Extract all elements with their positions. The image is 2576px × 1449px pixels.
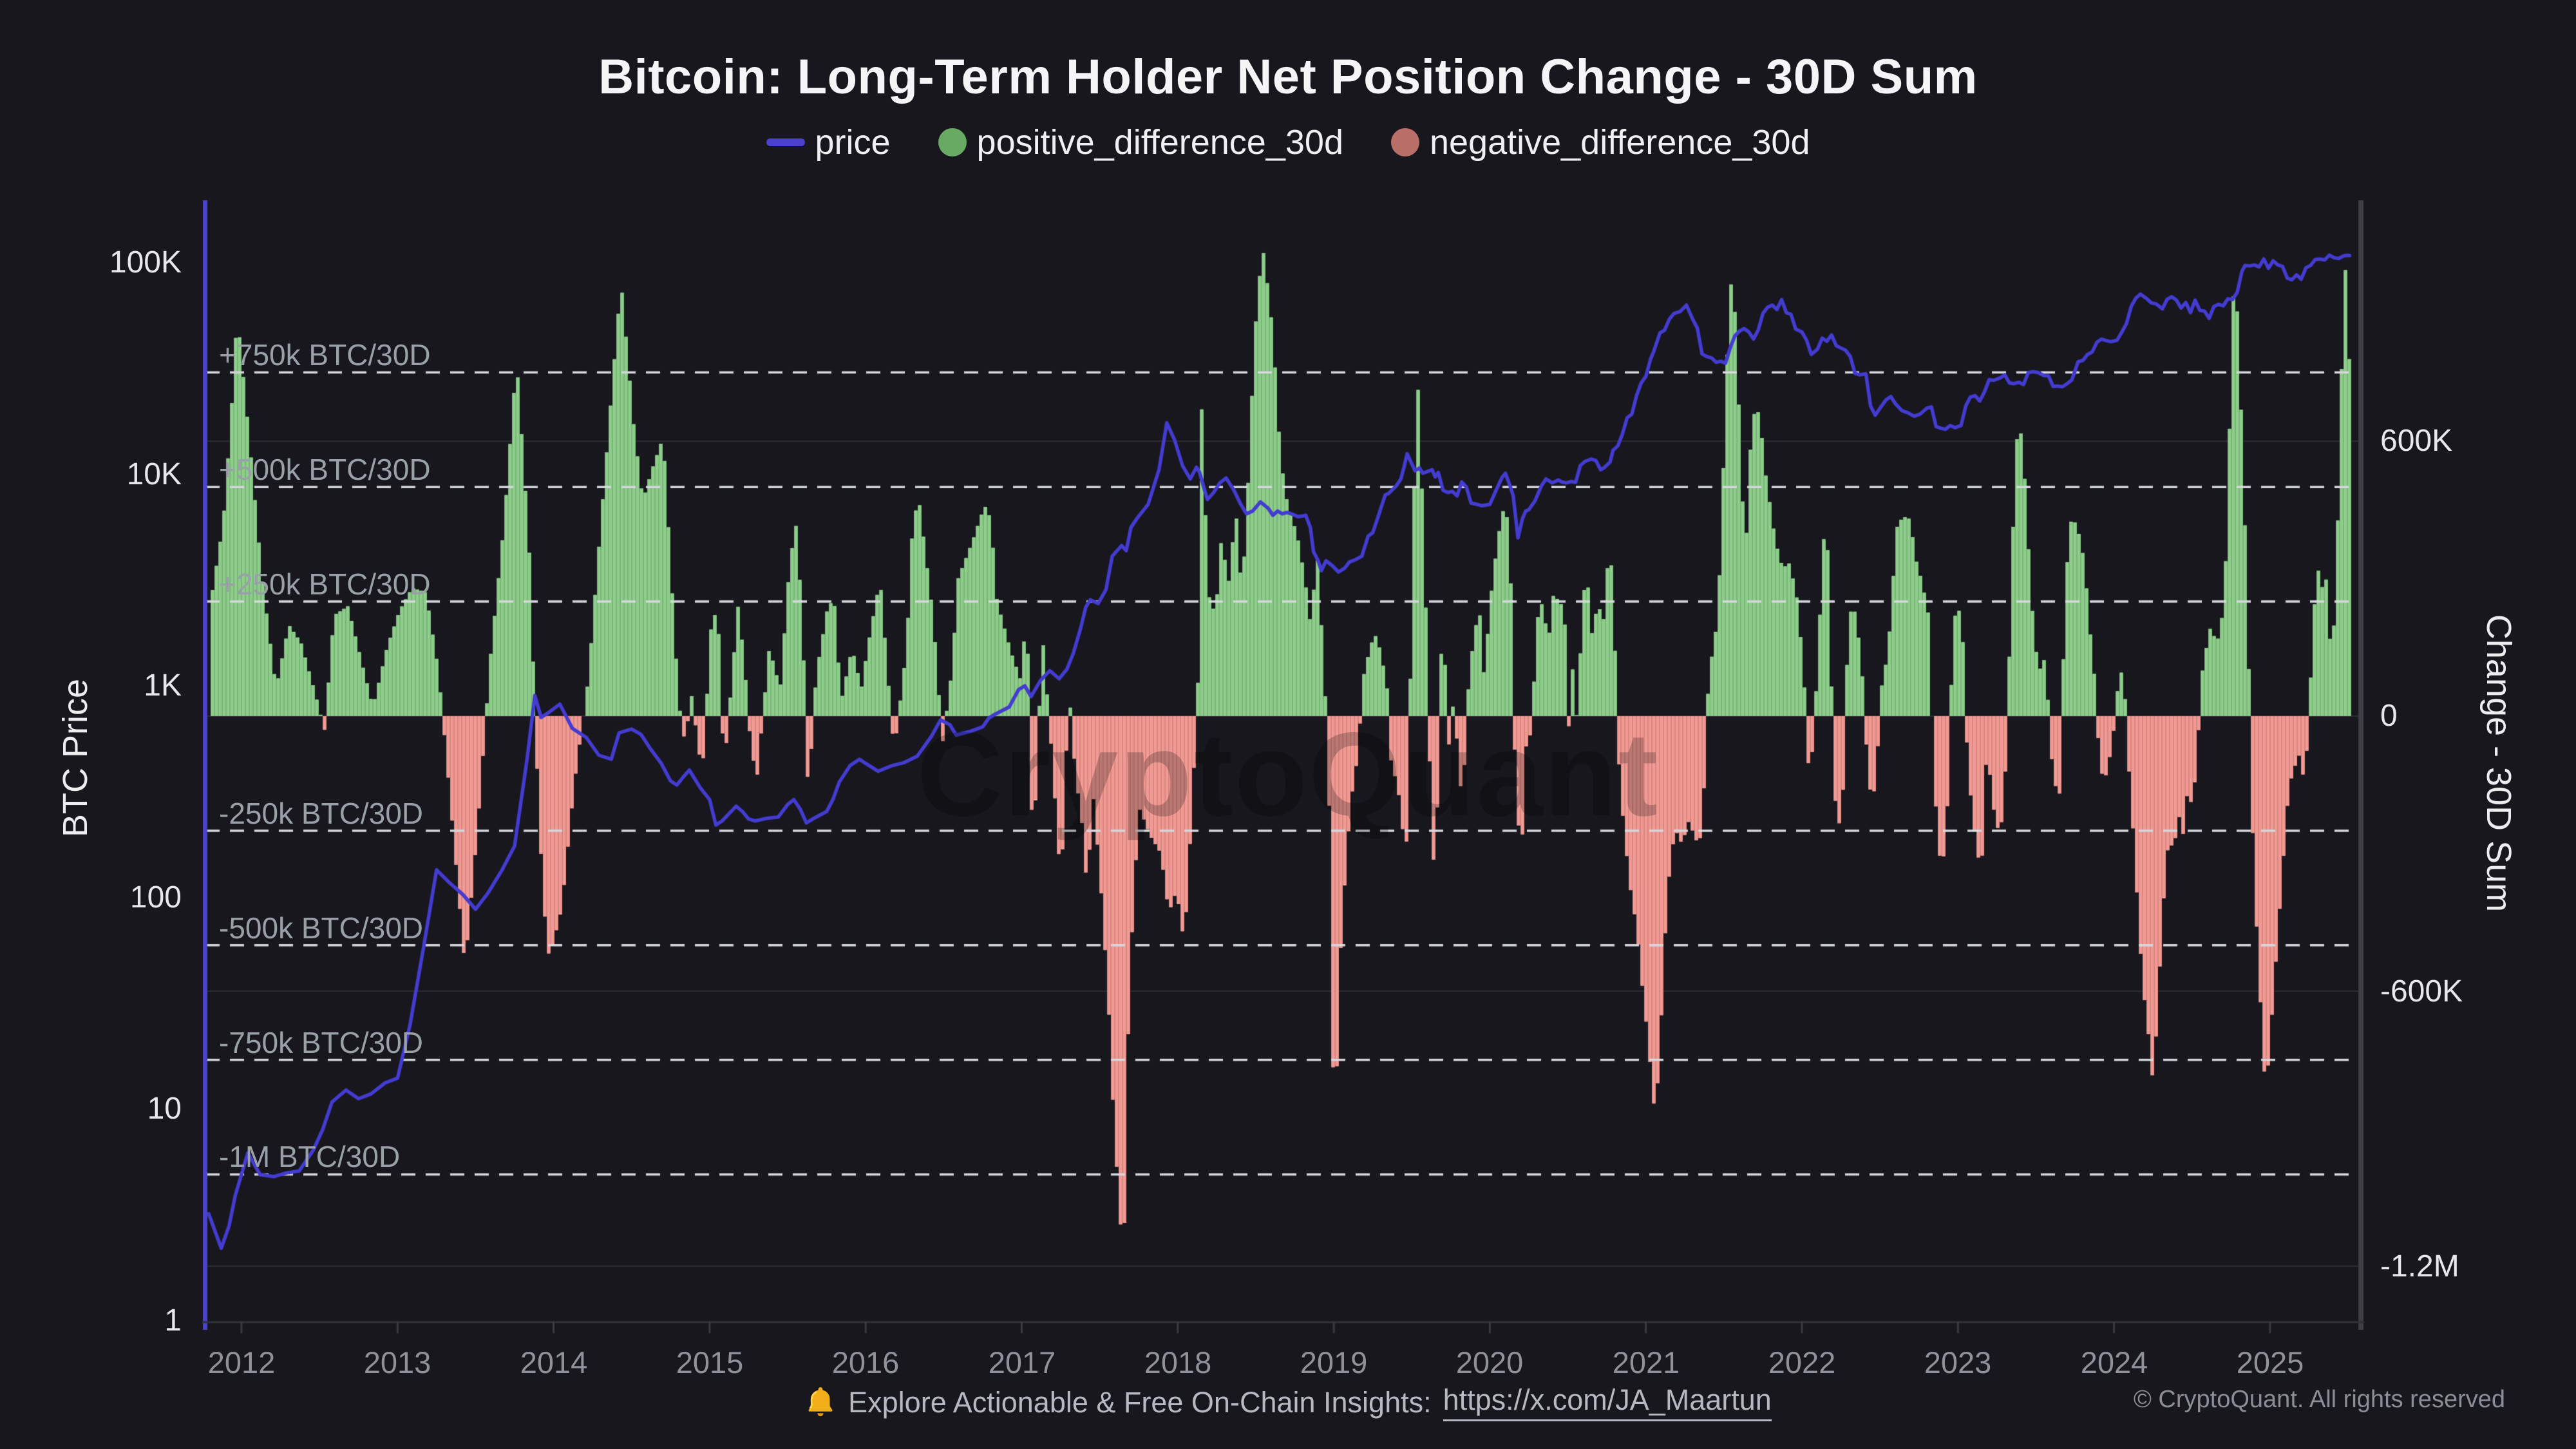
x-tick-2023: 2023 xyxy=(1924,1345,1992,1379)
x-tick-2022: 2022 xyxy=(1768,1345,1836,1379)
negative-dot-icon xyxy=(1390,128,1419,156)
legend-negative-label: negative_difference_30d xyxy=(1429,123,1810,162)
x-tick-2015: 2015 xyxy=(676,1345,744,1379)
left-tick-1k: 1K xyxy=(144,668,182,703)
left-tick-100k: 100K xyxy=(109,245,182,279)
x-tick-2016: 2016 xyxy=(831,1345,900,1379)
x-tick-2018: 2018 xyxy=(1144,1345,1212,1379)
legend-positive-label: positive_difference_30d xyxy=(976,123,1343,162)
ref-label-m1m: -1M BTC/30D xyxy=(219,1140,401,1173)
right-tick-600k: 600K xyxy=(2380,424,2453,458)
left-tick-10k: 10K xyxy=(126,457,182,491)
x-tick-2014: 2014 xyxy=(520,1345,588,1379)
footer-banner: Explore Actionable & Free On-Chain Insig… xyxy=(0,1383,2576,1421)
x-tick-2024: 2024 xyxy=(2080,1345,2148,1379)
legend-item-positive[interactable]: positive_difference_30d xyxy=(938,122,1343,162)
legend-price-label: price xyxy=(815,123,891,162)
x-tick-2019: 2019 xyxy=(1300,1345,1368,1379)
footer-link[interactable]: https://x.com/JA_Maartun xyxy=(1443,1383,1772,1421)
x-tick-2025: 2025 xyxy=(2236,1345,2304,1379)
cryptoquant-watermark: CryptoQuant xyxy=(916,708,1660,841)
right-tick-0: 0 xyxy=(2380,699,2398,733)
ref-label-p750k: +750k BTC/30D xyxy=(219,338,431,372)
legend-item-negative[interactable]: negative_difference_30d xyxy=(1390,122,1810,162)
bell-icon xyxy=(804,1385,837,1420)
right-tick-m600k: -600K xyxy=(2380,974,2463,1009)
footer-text: Explore Actionable & Free On-Chain Insig… xyxy=(848,1385,1432,1419)
x-tick-2020: 2020 xyxy=(1455,1345,1524,1379)
ref-label-m250k: -250k BTC/30D xyxy=(219,797,424,830)
ref-label-p500k: +500k BTC/30D xyxy=(219,453,431,486)
copyright-text: © CryptoQuant. All rights reserved xyxy=(2133,1386,2505,1413)
x-tick-2012: 2012 xyxy=(207,1345,276,1379)
ref-label-m750k: -750k BTC/30D xyxy=(219,1026,424,1059)
x-tick-2017: 2017 xyxy=(988,1345,1056,1379)
legend-item-price[interactable]: price xyxy=(766,122,891,162)
left-tick-100: 100 xyxy=(129,880,182,914)
positive-dot-icon xyxy=(938,128,967,156)
price-line-swatch-icon xyxy=(766,138,805,146)
right-axis-title: Change - 30D Sum xyxy=(2479,614,2518,913)
ref-label-m500k: -500k BTC/30D xyxy=(219,911,424,945)
x-tick-2013: 2013 xyxy=(363,1345,431,1379)
chart-legend: price positive_difference_30d negative_d… xyxy=(0,122,2576,162)
left-tick-10: 10 xyxy=(147,1092,182,1126)
right-tick-m12m: -1.2M xyxy=(2380,1249,2459,1283)
x-tick-2021: 2021 xyxy=(1612,1345,1680,1379)
left-tick-1: 1 xyxy=(164,1303,182,1338)
ref-label-p250k: +250k BTC/30D xyxy=(219,567,431,601)
page-title: Bitcoin: Long-Term Holder Net Position C… xyxy=(598,50,1978,104)
